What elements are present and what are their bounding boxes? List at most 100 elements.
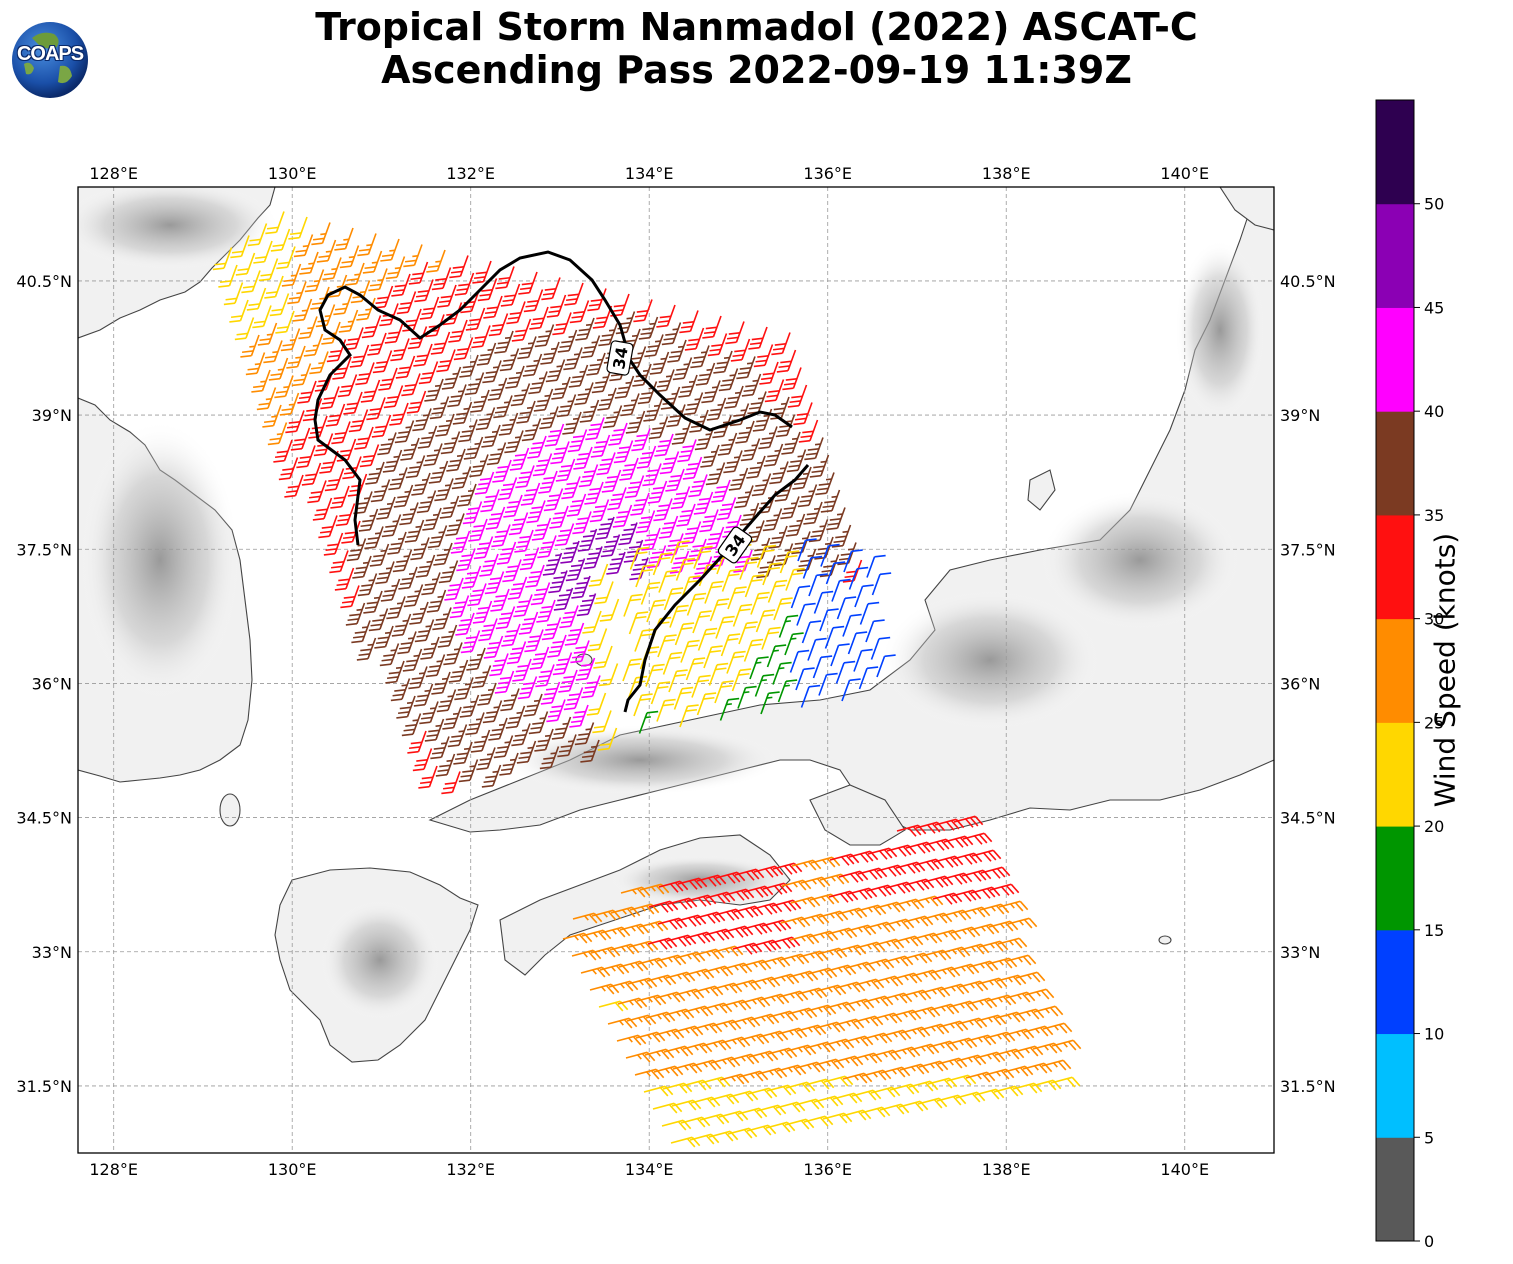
wind-barb: [463, 436, 484, 460]
wind-barb: [303, 333, 324, 357]
wind-barb: [446, 448, 466, 472]
wind-barb: [471, 665, 492, 689]
wind-barb: [442, 706, 462, 730]
wind-barb: [716, 497, 737, 521]
wind-barb: [900, 1026, 931, 1038]
wind-barb: [635, 564, 655, 588]
wind-barb: [387, 531, 407, 555]
wind-barb: [412, 748, 433, 772]
wind-barb: [718, 368, 739, 392]
wind-barb: [1015, 971, 1046, 983]
wind-barb: [526, 500, 546, 524]
lon-tick-label-top-0: 128°E: [89, 164, 138, 183]
wind-barb: [339, 245, 360, 269]
wind-barb: [695, 362, 716, 386]
wind-barb: [715, 615, 735, 639]
lon-tick-label-top-4: 136°E: [803, 164, 852, 183]
wind-barb: [773, 597, 793, 621]
wind-barb: [451, 466, 472, 490]
wind-barb: [663, 1045, 694, 1057]
wind-barb: [335, 503, 356, 527]
wind-barb: [734, 485, 754, 509]
wind-barb: [997, 937, 1028, 949]
wind-barb: [599, 963, 630, 975]
wind-barb: [298, 316, 318, 340]
wind-barb: [394, 420, 415, 444]
wind-barb: [537, 535, 557, 559]
wind-barb: [809, 454, 830, 478]
wind-barb: [636, 445, 657, 469]
wind-barb: [735, 420, 755, 444]
wind-barb: [551, 376, 571, 400]
wind-barb: [510, 383, 531, 407]
wind-barb: [519, 547, 540, 571]
wind-barb: [776, 349, 797, 373]
wind-barb: [715, 871, 746, 884]
wind-barb: [331, 421, 351, 445]
wind-barb: [553, 587, 574, 611]
wind-barb: [472, 600, 493, 624]
colorbar-tick-label-10: 50: [1424, 195, 1444, 214]
wind-barb: [482, 360, 502, 384]
wind-barb: [588, 563, 609, 587]
wind-barb: [615, 311, 636, 335]
wind-barb: [622, 658, 642, 682]
wind-barb: [638, 710, 659, 734]
wind-barb: [326, 339, 347, 363]
wind-barb: [476, 747, 496, 771]
lon-tick-label-bottom-1: 130°E: [268, 1160, 317, 1179]
wind-barb: [645, 663, 665, 687]
wind-barb: [680, 639, 700, 663]
wind-barb: [762, 562, 782, 586]
wind-barb: [847, 887, 878, 900]
lon-tick-label-top-6: 140°E: [1160, 164, 1209, 183]
wind-barb: [741, 373, 762, 397]
coaps-logo: [12, 22, 88, 98]
wind-barbs: [212, 211, 1082, 1148]
wind-barb: [585, 417, 605, 441]
wind-barb: [744, 574, 765, 598]
wind-barb: [743, 638, 764, 662]
wind-barb: [372, 350, 393, 374]
wind-barb: [639, 883, 670, 895]
wind-barb: [787, 384, 808, 408]
wind-barb: [797, 538, 817, 562]
wind-barb: [490, 588, 510, 612]
wind-barb: [683, 392, 704, 416]
wind-barb: [708, 662, 729, 686]
wind-barb: [661, 322, 682, 346]
wind-barb: [401, 713, 422, 737]
wind-barb: [693, 545, 713, 569]
wind-barb: [810, 856, 841, 868]
wind-barb: [522, 353, 543, 377]
wind-barb: [329, 550, 349, 574]
wind-barb: [930, 966, 961, 978]
wind-barb: [678, 374, 698, 398]
wind-barb: [286, 345, 306, 369]
wind-barb: [431, 671, 451, 695]
wind-barb: [495, 266, 515, 290]
wind-barb: [703, 965, 734, 977]
lat-tick-label-right-3: 36°N: [1280, 674, 1320, 693]
wind-barb: [419, 701, 439, 725]
wind-barb: [589, 499, 610, 523]
wind-barb: [663, 587, 684, 611]
wind-barb: [498, 412, 519, 436]
wind-barb: [398, 566, 418, 590]
wind-barb: [390, 338, 410, 362]
wind-barb: [495, 606, 516, 630]
wind-barb: [876, 864, 907, 877]
wind-barb: [647, 480, 668, 504]
wind-barb: [724, 888, 755, 901]
wind-barb: [1007, 917, 1038, 929]
wind-barb: [969, 923, 1000, 935]
wind-barb: [826, 507, 846, 531]
wind-barb: [581, 675, 601, 699]
wind-barb: [354, 426, 374, 450]
wind-barb: [550, 441, 570, 465]
wind-barb: [957, 1017, 988, 1029]
wind-barb: [758, 426, 778, 450]
wind-barb: [312, 497, 333, 521]
wind-barb: [420, 636, 440, 660]
